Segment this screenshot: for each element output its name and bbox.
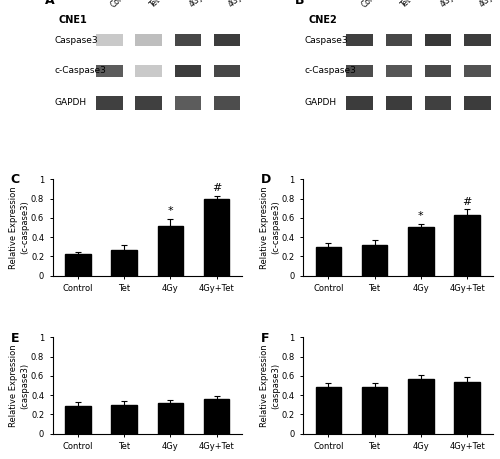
Bar (408, 227, 434, 275)
Text: Tet: Tet (399, 0, 413, 9)
Text: C: C (11, 174, 20, 186)
Text: CNE2: CNE2 (308, 15, 338, 25)
Text: c-Caspase3: c-Caspase3 (304, 67, 356, 75)
Y-axis label: Relative Expression
(caspase3): Relative Expression (caspase3) (10, 344, 29, 427)
Bar (65, 254, 90, 275)
Bar (425, 34, 452, 46)
Bar (454, 382, 480, 434)
Bar (204, 399, 230, 434)
Text: 4Gy: 4Gy (438, 0, 456, 9)
Bar (464, 65, 490, 77)
Text: #: # (212, 183, 222, 193)
Bar (158, 403, 183, 434)
Bar (346, 65, 373, 77)
Text: F: F (261, 331, 270, 345)
Bar (96, 96, 122, 110)
Bar (136, 96, 162, 110)
Bar (96, 34, 122, 46)
Bar (346, 34, 373, 46)
Text: Control: Control (360, 0, 386, 9)
Bar (464, 96, 490, 110)
Text: 4Gy+Tet: 4Gy+Tet (478, 0, 500, 9)
Bar (174, 65, 201, 77)
Bar (158, 225, 183, 275)
Bar (112, 405, 137, 434)
Bar (96, 65, 122, 77)
Text: GAPDH: GAPDH (304, 98, 337, 107)
Text: CNE1: CNE1 (58, 15, 87, 25)
Bar (112, 250, 137, 275)
Bar (408, 379, 434, 434)
Bar (136, 65, 162, 77)
Text: 4Gy: 4Gy (188, 0, 205, 9)
Text: E: E (11, 331, 20, 345)
Y-axis label: Relative Expression
(caspase3): Relative Expression (caspase3) (260, 344, 280, 427)
Bar (65, 406, 90, 434)
Text: Control: Control (110, 0, 136, 9)
Text: #: # (462, 197, 471, 207)
Bar (386, 65, 412, 77)
Text: *: * (168, 207, 173, 216)
Text: Caspase3: Caspase3 (304, 36, 348, 45)
Text: A: A (45, 0, 54, 7)
Text: D: D (261, 174, 272, 186)
Y-axis label: Relative Expression
(c-caspase3): Relative Expression (c-caspase3) (10, 186, 29, 269)
Bar (386, 96, 412, 110)
Bar (454, 215, 480, 275)
Text: 4Gy+Tet: 4Gy+Tet (227, 0, 258, 9)
Bar (174, 96, 201, 110)
Bar (346, 96, 373, 110)
Bar (316, 386, 341, 434)
Bar (136, 34, 162, 46)
Y-axis label: Relative Expression
(c-caspase3): Relative Expression (c-caspase3) (260, 186, 280, 269)
Bar (214, 34, 240, 46)
Text: *: * (418, 211, 424, 221)
Bar (464, 34, 490, 46)
Bar (174, 34, 201, 46)
Text: Caspase3: Caspase3 (54, 36, 98, 45)
Text: Tet: Tet (148, 0, 163, 9)
Bar (214, 96, 240, 110)
Text: GAPDH: GAPDH (54, 98, 86, 107)
Bar (386, 34, 412, 46)
Bar (425, 65, 452, 77)
Bar (362, 386, 388, 434)
Bar (362, 245, 388, 275)
Bar (214, 65, 240, 77)
Text: B: B (296, 0, 305, 7)
Bar (316, 246, 341, 275)
Text: c-Caspase3: c-Caspase3 (54, 67, 106, 75)
Bar (425, 96, 452, 110)
Bar (204, 199, 230, 275)
